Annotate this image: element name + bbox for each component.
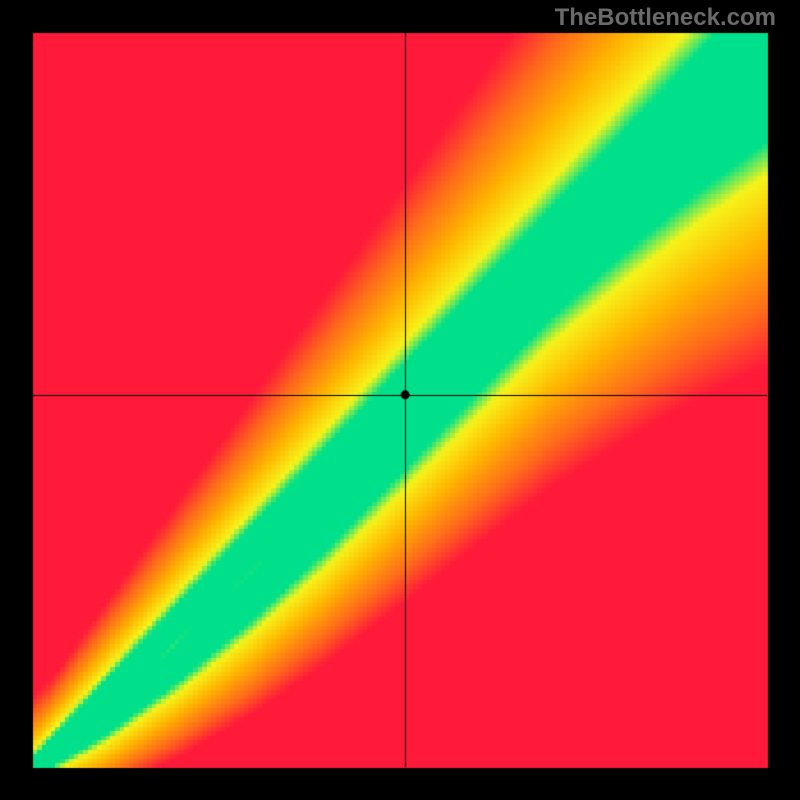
chart-container: TheBottleneck.com xyxy=(0,0,800,800)
bottleneck-heatmap xyxy=(0,0,800,800)
watermark-text: TheBottleneck.com xyxy=(555,4,776,32)
